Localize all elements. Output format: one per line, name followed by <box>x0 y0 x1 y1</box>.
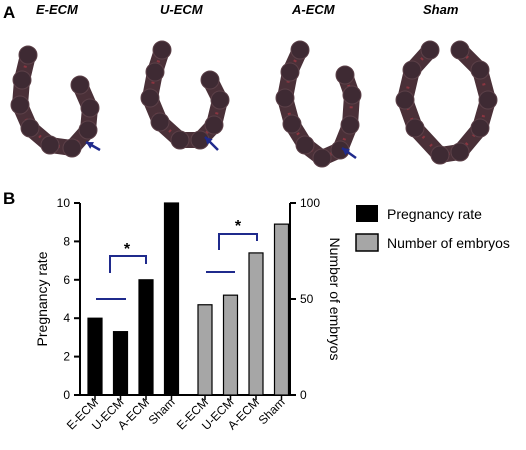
embryo-sac <box>170 130 190 150</box>
embryo-sac <box>282 114 302 134</box>
uterus-horn <box>277 42 360 166</box>
bar-embryos-u-ecm <box>222 294 239 396</box>
significance-right: * <box>206 218 258 273</box>
embryo-sac <box>10 95 30 115</box>
left-tick-label: 10 <box>57 196 71 210</box>
left-tick-label: 0 <box>63 388 70 402</box>
embryo-sac <box>430 145 450 165</box>
left-axis-ticks: 0 2 4 6 8 10 <box>57 196 80 402</box>
specimen-sham: Sham <box>395 2 498 165</box>
embryo-sac <box>450 40 470 60</box>
embryo-sac <box>280 62 300 82</box>
legend-swatch-embryos <box>355 233 379 252</box>
vessel-detail <box>403 48 490 157</box>
embryo-sac <box>150 112 170 132</box>
embryo-sac <box>18 45 38 65</box>
embryo-sac <box>405 118 425 138</box>
left-tick-label: 2 <box>63 350 70 364</box>
legend: Pregnancy rate Number of embryos <box>355 205 510 252</box>
embryo-sac <box>312 148 332 168</box>
specimen-a-ecm: A-ECM <box>275 2 362 168</box>
embryo-sac <box>200 70 220 90</box>
bar-embryos-a-ecm <box>248 252 264 396</box>
embryo-sac <box>12 70 32 90</box>
embryo-sac <box>80 98 100 118</box>
left-tick-label: 4 <box>63 311 70 325</box>
embryo-sac <box>450 142 470 162</box>
embryo-sac <box>402 60 422 80</box>
significance-left: * <box>96 241 147 300</box>
arrow-icon <box>85 140 101 152</box>
bar-chart: 0 2 4 6 8 10 0 50 100 E-ECMU-ECMA-ECMShamE-ECMU… <box>34 196 343 433</box>
left-tick-label: 8 <box>63 234 70 248</box>
embryo-sac <box>78 120 98 140</box>
specimen-label: A-ECM <box>291 2 336 17</box>
panel-a-label: A <box>3 3 15 22</box>
specimen-label: U-ECM <box>160 2 204 17</box>
embryo-sac <box>140 88 160 108</box>
category-label: Sham <box>256 395 288 427</box>
legend-label-pregnancy: Pregnancy rate <box>387 206 482 222</box>
arrow-icon <box>204 136 219 151</box>
embryo-sac <box>62 138 82 158</box>
right-axis-ticks: 0 50 100 <box>290 196 320 402</box>
embryo-sac <box>335 65 355 85</box>
embryo-sac <box>340 115 360 135</box>
right-axis-title: Number of embryos <box>327 238 343 361</box>
embryo-sac <box>395 90 415 110</box>
bar-embryos-sham <box>273 223 290 396</box>
embryo-sac <box>70 75 90 95</box>
legend-label-embryos: Number of embryos <box>387 235 510 251</box>
specimen-label: E-ECM <box>36 2 79 17</box>
specimen-e-ecm: E-ECM <box>10 2 101 158</box>
star-left: * <box>124 241 131 258</box>
right-tick-label: 50 <box>300 292 314 306</box>
embryo-sac <box>20 118 40 138</box>
embryo-sac <box>210 90 230 110</box>
specimen-u-ecm: U-ECM <box>140 2 230 151</box>
bar-pregnancy-u-ecm <box>112 331 129 396</box>
embryo-sac <box>275 88 295 108</box>
embryo-sac <box>290 40 310 60</box>
panel-b-label: B <box>3 189 15 208</box>
embryo-sac <box>478 90 498 110</box>
right-tick-label: 0 <box>300 388 307 402</box>
bar-pregnancy-sham <box>163 202 180 396</box>
bar-embryos-e-ecm <box>197 304 213 396</box>
embryo-sac <box>40 135 60 155</box>
legend-swatch-pregnancy <box>356 205 378 222</box>
right-tick-label: 100 <box>300 196 320 210</box>
specimen-label: Sham <box>423 2 459 17</box>
specimen-photos: E-ECM U-ECM A-ECM Sham <box>10 2 498 168</box>
embryo-sac <box>295 135 315 155</box>
embryo-sac <box>420 40 440 60</box>
embryo-sac <box>470 60 490 80</box>
bracket-right <box>218 233 258 250</box>
left-axis-title: Pregnancy rate <box>34 251 50 346</box>
bar-pregnancy-a-ecm <box>138 279 154 396</box>
embryo-sac <box>152 40 172 60</box>
arrow-icon <box>341 146 357 160</box>
embryo-sac <box>145 62 165 82</box>
star-right: * <box>235 218 242 235</box>
bar-pregnancy-e-ecm <box>87 317 103 396</box>
embryo-sac <box>204 115 224 135</box>
embryo-sac <box>470 118 490 138</box>
embryo-sac <box>342 85 362 105</box>
left-tick-label: 6 <box>63 273 70 287</box>
bracket-left <box>109 255 147 273</box>
